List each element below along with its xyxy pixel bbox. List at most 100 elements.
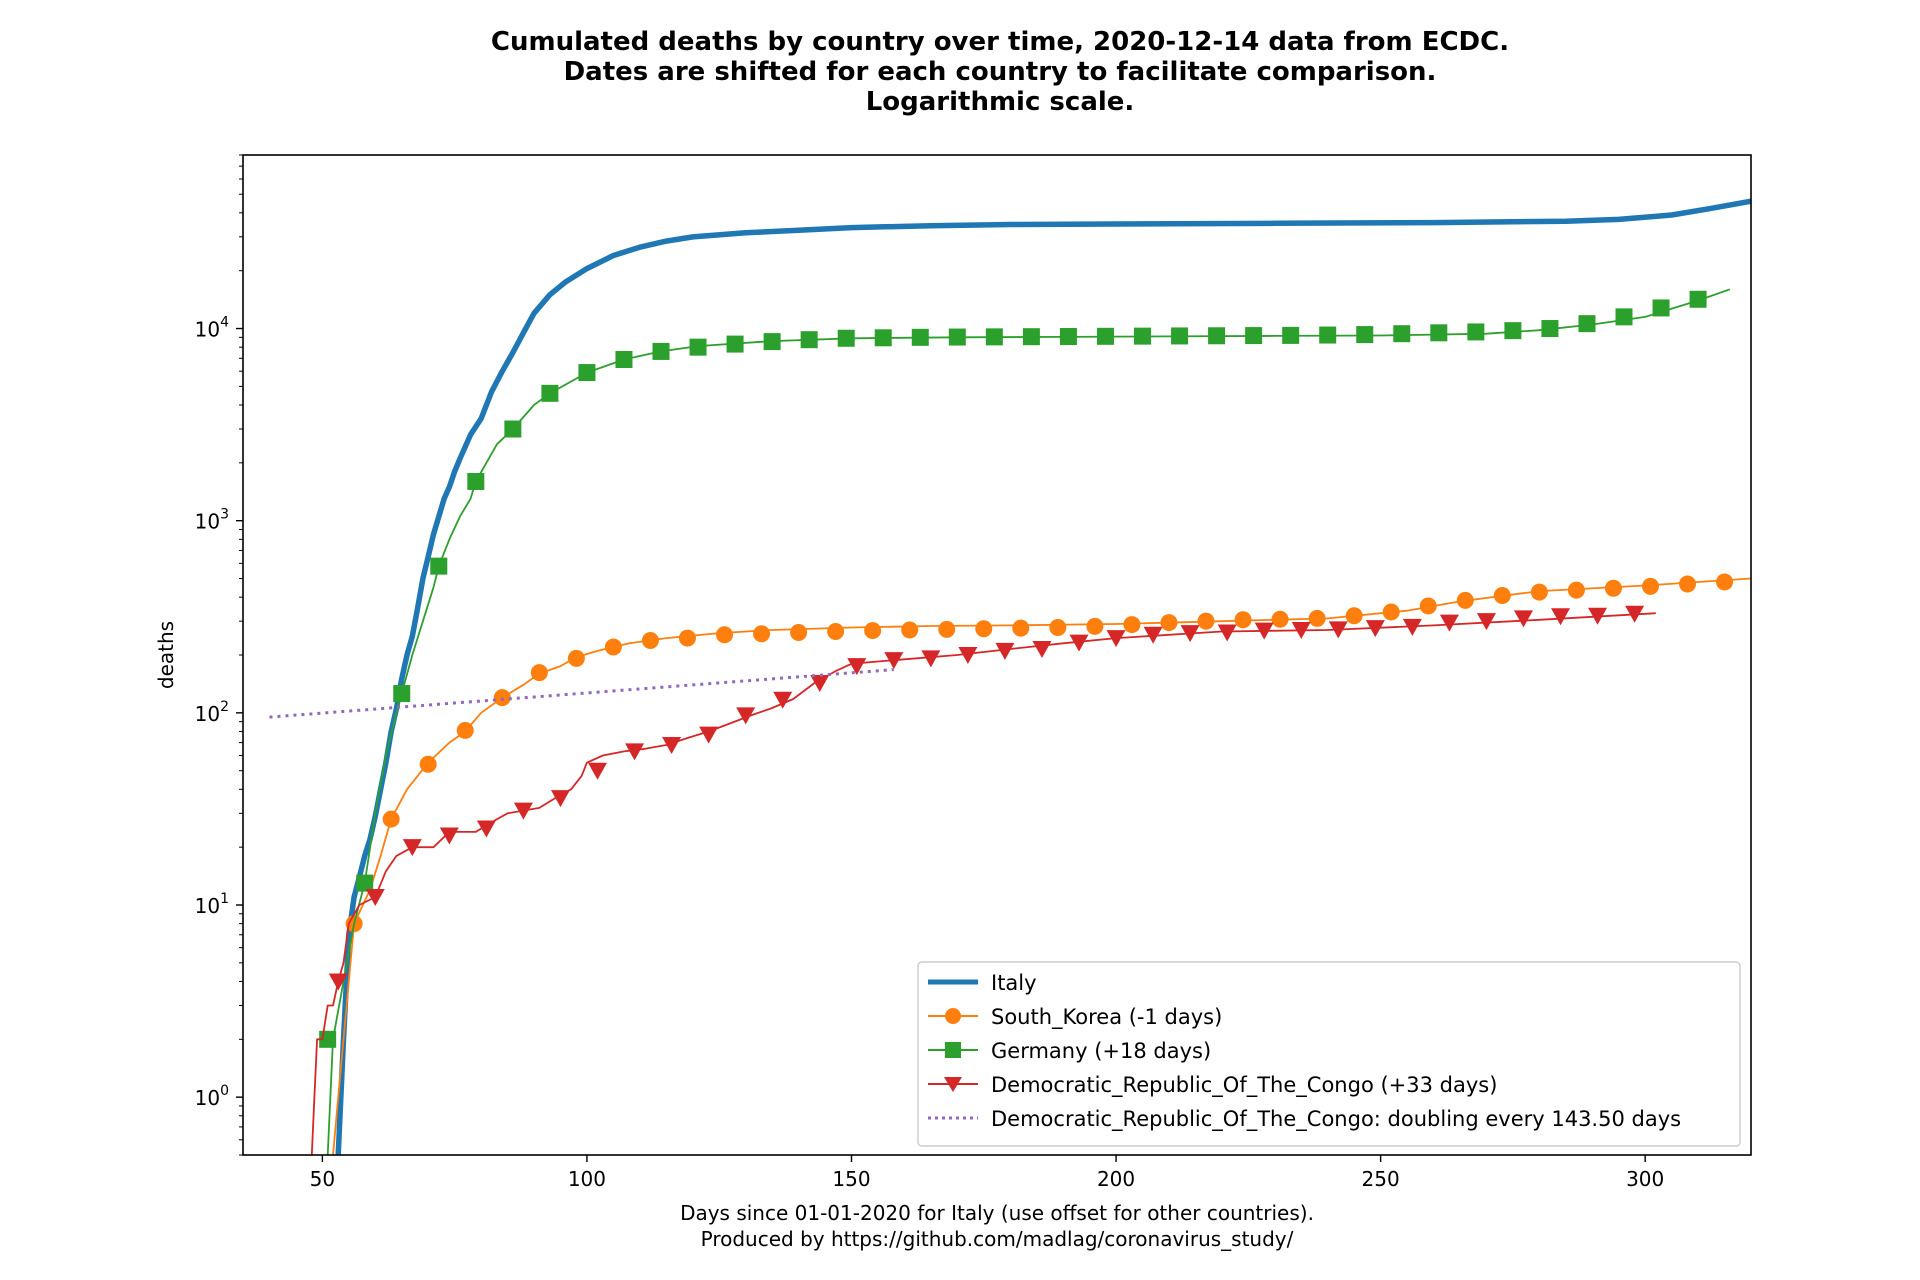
legend: Italy South_Korea (-1 days) Germany (+18… [917, 961, 1741, 1147]
series-drc-point [439, 827, 459, 845]
series-germany-point [1541, 320, 1559, 338]
series-south-korea-point [938, 620, 956, 638]
series-germany-point [726, 335, 744, 353]
series-south-korea-point [790, 623, 808, 641]
series-drc-point [1588, 607, 1608, 625]
series-drc-point [662, 737, 682, 755]
series-germany-point [393, 685, 411, 703]
series-germany-point [837, 329, 855, 347]
series-south-korea-point [1419, 597, 1437, 615]
series-germany-point [430, 557, 448, 575]
legend-label-south-korea: South_Korea (-1 days) [991, 1005, 1222, 1030]
series-south-korea-point [1234, 611, 1252, 629]
series-drc-point [1106, 630, 1126, 648]
series-drc-line [310, 612, 1656, 1155]
series-drc-point [1069, 634, 1089, 652]
series-germany-point [467, 472, 485, 490]
series-south-korea-point [1197, 612, 1215, 630]
x-tick-label: 150 [832, 1167, 870, 1191]
series-drc-point [588, 762, 608, 780]
legend-marker-drc [944, 1077, 962, 1092]
legend-item-south-korea: South_Korea (-1 days) [928, 1005, 1222, 1030]
legend-marker-germany [945, 1042, 961, 1058]
series-south-korea-point [419, 755, 437, 773]
series-drc-point [1032, 640, 1052, 658]
series-drc-point [1402, 618, 1422, 636]
series-drc-point [365, 889, 385, 907]
legend-label-drc-doubling: Democratic_Republic_Of_The_Congo: doubli… [991, 1107, 1681, 1132]
series-south-korea-point [1567, 581, 1585, 599]
legend-marker-south-korea [945, 1008, 961, 1024]
series-south-korea-point [901, 621, 919, 639]
series-south-korea-point [1456, 591, 1474, 609]
series-south-korea-point [1641, 577, 1659, 595]
legend-label-drc: Democratic_Republic_Of_The_Congo (+33 da… [991, 1073, 1497, 1098]
series-drc-point [476, 820, 496, 838]
series-germany-point [689, 338, 707, 356]
series-germany-point [874, 329, 892, 347]
title-line-3: Logarithmic scale. [866, 87, 1135, 117]
series-drc-point [402, 839, 422, 857]
series-drc-point [995, 642, 1015, 660]
series-drc-point [847, 658, 867, 676]
x-tick-label: 300 [1626, 1167, 1664, 1191]
chart-title: Cumulated deaths by country over time, 2… [491, 27, 1509, 117]
series-germany-point [911, 328, 929, 346]
series-drc-point [1217, 624, 1237, 642]
series-south-korea-point [530, 664, 548, 682]
legend-label-italy: Italy [991, 971, 1037, 995]
series-south-korea-point [1308, 609, 1326, 627]
series-drc [310, 605, 1656, 1155]
series-drc-point [1439, 614, 1459, 632]
series-germany-point [1356, 326, 1374, 344]
series-drc-point [773, 691, 793, 709]
series-germany-point [541, 384, 559, 402]
series-south-korea-point [864, 622, 882, 640]
series-drc-point [1254, 622, 1274, 640]
series-germany-point [1171, 327, 1189, 345]
x-axis-label-line-2: Produced by https://github.com/madlag/co… [701, 1227, 1294, 1251]
series-south-korea-point [456, 721, 474, 739]
series-germany-point [1319, 326, 1337, 344]
x-tick-label: 100 [568, 1167, 606, 1191]
series-south-korea-point [1716, 573, 1734, 591]
series-drc-point [1328, 621, 1348, 639]
series-south-korea-point [975, 620, 993, 638]
series-germany-point [763, 333, 781, 351]
series-drc-point [550, 790, 570, 808]
legend-item-drc-doubling: Democratic_Republic_Of_The_Congo: doubli… [928, 1107, 1681, 1132]
legend-item-drc: Democratic_Republic_Of_The_Congo (+33 da… [928, 1073, 1497, 1098]
legend-item-italy: Italy [928, 971, 1037, 995]
title-line-2: Dates are shifted for each country to fa… [564, 57, 1437, 87]
y-tick-label: 102 [195, 699, 229, 726]
series-drc-point [810, 674, 830, 692]
series-drc-point [625, 743, 645, 761]
series-germany-point [1393, 325, 1411, 343]
series-drc-point [1625, 605, 1645, 623]
series-south-korea-point [1271, 610, 1289, 628]
y-tick-label: 100 [195, 1083, 229, 1110]
series-south-korea-point [716, 626, 734, 644]
series-drc-point [1291, 621, 1311, 639]
series-south-korea-point [678, 629, 696, 647]
y-tick-label: 103 [195, 507, 229, 534]
series-south-korea-point [1382, 603, 1400, 621]
series-germany-point [1208, 327, 1226, 345]
y-tick-label: 104 [195, 315, 229, 342]
series-drc-point [1143, 626, 1163, 644]
series-germany-point [985, 328, 1003, 346]
series-south-korea-point [1679, 575, 1697, 593]
series-germany-point [578, 364, 596, 382]
series-layer [269, 198, 1751, 1155]
x-axis-label-line-1: Days since 01-01-2020 for Italy (use off… [680, 1201, 1314, 1225]
series-germany-point [1615, 308, 1633, 326]
series-south-korea-point [827, 623, 845, 641]
series-south-korea-point [641, 631, 659, 649]
legend-box [917, 961, 1741, 1147]
series-germany-point [1096, 327, 1114, 345]
series-drc-point [884, 652, 904, 670]
series-south-korea-point [753, 625, 771, 643]
series-drc-point [1476, 613, 1496, 631]
series-drc-point [736, 707, 756, 725]
